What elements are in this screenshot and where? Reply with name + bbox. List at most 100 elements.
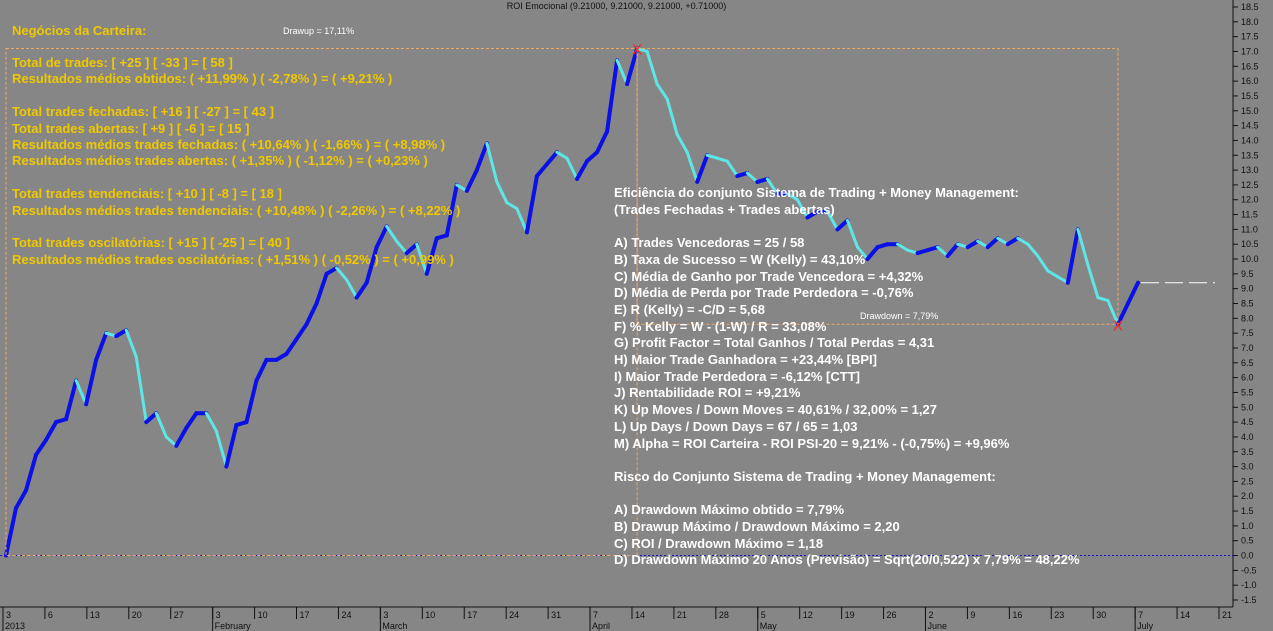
- x-month-label: March: [382, 621, 407, 631]
- y-tick-label: 4.0: [1241, 432, 1254, 442]
- efficiency-stat-line: C) ROI / Drawdown Máximo = 1,18: [614, 535, 824, 551]
- series-segment: [74, 379, 88, 406]
- portfolio-stat-line: Resultados médios trades fechadas: ( +10…: [12, 137, 446, 152]
- series-segment: [565, 156, 579, 181]
- efficiency-stat-line: Risco do Conjunto Sistema de Trading + M…: [614, 468, 996, 484]
- series-segment: [745, 171, 759, 184]
- series-segment: [505, 201, 519, 211]
- x-tick-label: 17: [467, 610, 477, 620]
- efficiency-stat-line: (Trades Fechadas + Trades abertas): [614, 201, 835, 217]
- portfolio-stat-line: Resultados médios trades tendenciais: ( …: [12, 202, 461, 218]
- x-month-label: April: [592, 621, 610, 631]
- portfolio-stat-line: Total trades abertas: [ +9 ] [ -6 ] = [ …: [12, 120, 250, 136]
- series-segment: [164, 435, 178, 448]
- x-tick-label: 13: [90, 610, 100, 620]
- series-segment: [244, 378, 259, 425]
- series-segment: [515, 207, 529, 234]
- x-tick-label: 24: [509, 610, 519, 620]
- efficiency-stat-line: A) Drawdown Máximo obtido = 7,79%: [614, 502, 845, 518]
- series-segment: [364, 245, 379, 285]
- series-segment: [765, 177, 779, 196]
- series-segment: [354, 280, 369, 300]
- y-tick-label: 5.0: [1241, 402, 1254, 412]
- efficiency-stat-line: L) Up Days / Down Days = 67 / 65 = 1,03: [614, 418, 858, 434]
- series-segment: [965, 239, 980, 250]
- series-segment: [1096, 296, 1110, 303]
- y-tick-label: 1.5: [1241, 506, 1254, 516]
- series-segment: [1016, 236, 1030, 246]
- x-month-label: February: [215, 621, 252, 631]
- y-tick-label: 5.5: [1241, 387, 1254, 397]
- series-segment: [675, 132, 689, 154]
- x-tick-label: 2: [928, 610, 933, 620]
- series-segment: [34, 437, 49, 457]
- y-tick-label: 6.0: [1241, 373, 1254, 383]
- series-segment: [605, 58, 620, 134]
- series-segment: [345, 278, 359, 300]
- extreme-marker: X: [632, 42, 642, 59]
- series-segment: [625, 46, 640, 87]
- y-tick-label: 0.0: [1241, 551, 1254, 561]
- x-tick-label: 27: [174, 610, 184, 620]
- series-segment: [655, 82, 669, 101]
- efficiency-stat-line: Eficiência do conjunto Sistema de Tradin…: [614, 185, 1019, 200]
- y-tick-label: 2.5: [1241, 476, 1254, 486]
- y-tick-label: 9.5: [1241, 269, 1254, 279]
- x-tick-label: 31: [551, 610, 561, 620]
- x-tick-label: 14: [635, 610, 645, 620]
- series-segment: [1115, 301, 1130, 327]
- y-tick-label: 6.5: [1241, 358, 1254, 368]
- x-tick-label: 3: [383, 610, 388, 620]
- series-segment: [534, 162, 549, 179]
- series-segment: [785, 192, 799, 202]
- x-tick-label: 3: [6, 610, 11, 620]
- x-tick-label: 17: [300, 610, 310, 620]
- series-segment: [936, 245, 950, 258]
- y-tick-label: 0.5: [1241, 536, 1254, 546]
- portfolio-stat-line: Total de trades: [ +25 ] [ -33 ] = [ 58 …: [12, 55, 233, 70]
- efficiency-stat-line: C) Média de Ganho por Trade Vencedora = …: [614, 268, 924, 284]
- series-segment: [555, 150, 569, 160]
- series-segment: [4, 506, 19, 558]
- efficiency-stat-line: F) % Kelly = W - (1-W) / R = 33,08%: [614, 318, 827, 334]
- x-tick-label: 14: [1180, 610, 1190, 620]
- portfolio-title: Negócios da Carteira:: [12, 23, 147, 38]
- y-tick-label: 14.0: [1241, 135, 1259, 145]
- y-tick-label: 7.5: [1241, 328, 1254, 338]
- x-month-label: June: [927, 621, 947, 631]
- series-segment: [685, 150, 699, 184]
- series-segment: [304, 301, 319, 327]
- y-tick-label: 18.5: [1241, 2, 1259, 12]
- series-segment: [544, 150, 559, 167]
- y-tick-label: -1.5: [1241, 595, 1257, 605]
- efficiency-stat-line: J) Rentabilidade ROI = +9,21%: [614, 385, 801, 401]
- efficiency-stat-line: D) Drawdown Máximo 20 Anos (Previsão) = …: [614, 552, 1080, 568]
- y-tick-label: 3.5: [1241, 447, 1254, 457]
- y-tick-label: 3.0: [1241, 462, 1254, 472]
- series-segment: [945, 242, 960, 259]
- y-tick-label: -0.5: [1241, 565, 1257, 575]
- portfolio-stat-line: Resultados médios obtidos: ( +11,99% ) (…: [12, 71, 393, 87]
- series-segment: [14, 488, 29, 511]
- y-tick-label: 11.5: [1241, 210, 1258, 220]
- series-segment: [715, 156, 729, 163]
- x-tick-label: 10: [258, 610, 268, 620]
- series-segment: [1065, 227, 1080, 285]
- efficiency-stat-line: A) Trades Vencedoras = 25 / 58: [614, 235, 805, 251]
- y-tick-label: 16.5: [1241, 61, 1259, 71]
- y-tick-label: 10.5: [1241, 239, 1259, 249]
- y-tick-label: 7.0: [1241, 343, 1254, 353]
- x-tick-label: 20: [132, 610, 142, 620]
- series-segment: [94, 331, 109, 362]
- chart-title: ROI Emocional (9.21000, 9.21000, 9.21000…: [506, 1, 727, 11]
- series-segment: [464, 168, 479, 193]
- series-segment: [735, 171, 750, 179]
- series-segment: [1076, 227, 1090, 267]
- series-segment: [254, 357, 269, 383]
- x-tick-label: 5: [761, 610, 766, 620]
- y-tick-label: 1.0: [1241, 521, 1254, 531]
- series-segment: [24, 452, 39, 493]
- y-tick-label: 8.5: [1241, 299, 1254, 309]
